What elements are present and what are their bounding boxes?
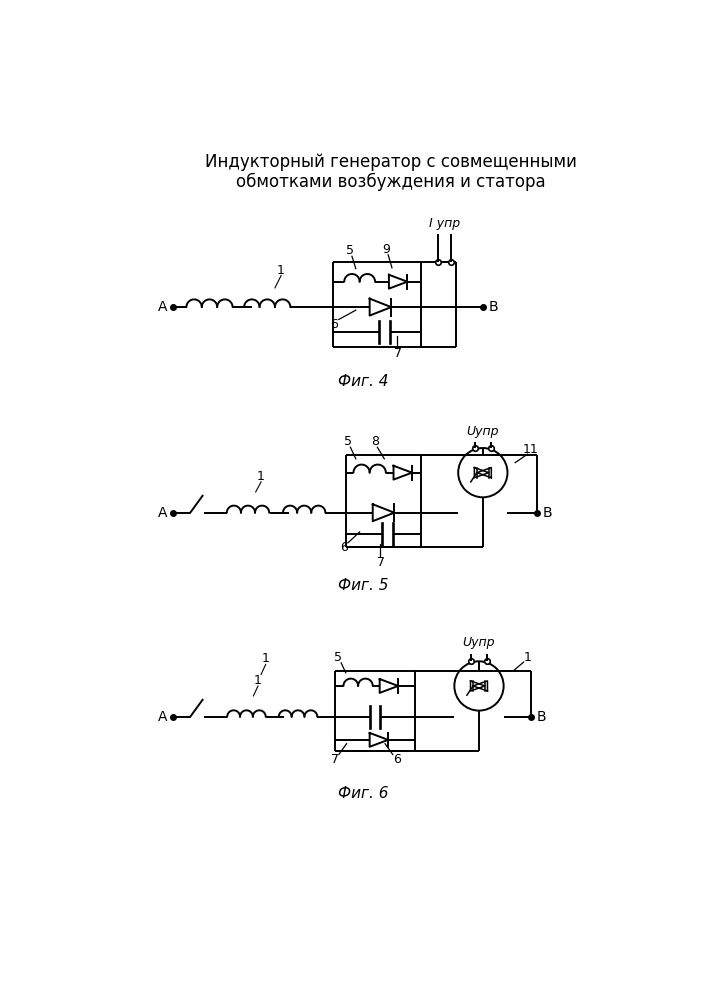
Text: 7: 7 (394, 347, 402, 360)
Text: Фиг. 5: Фиг. 5 (338, 578, 389, 593)
Text: В: В (537, 710, 547, 724)
Text: 9: 9 (382, 243, 390, 256)
Text: 5: 5 (346, 244, 354, 257)
Text: 1: 1 (277, 264, 285, 277)
Text: В: В (543, 506, 552, 520)
Text: 1: 1 (262, 652, 269, 666)
Text: I упр: I упр (428, 217, 460, 230)
Text: А: А (158, 710, 168, 724)
Text: 1: 1 (254, 674, 262, 687)
Text: 6: 6 (340, 541, 348, 554)
Text: 1: 1 (257, 470, 265, 483)
Text: Фиг. 6: Фиг. 6 (338, 786, 389, 801)
Text: Uупр: Uупр (463, 636, 495, 649)
Text: 7: 7 (331, 753, 339, 766)
Text: Uупр: Uупр (467, 425, 499, 438)
Text: 11: 11 (522, 443, 539, 456)
Text: 5: 5 (334, 651, 342, 664)
Text: 8: 8 (371, 435, 379, 448)
Text: 1: 1 (524, 651, 532, 664)
Text: В: В (489, 300, 498, 314)
Text: обмотками возбуждения и статора: обмотками возбуждения и статора (235, 172, 545, 191)
Text: Индукторный генератор с совмещенными: Индукторный генератор с совмещенными (204, 153, 576, 171)
Text: 7: 7 (378, 556, 385, 569)
Text: 6: 6 (392, 753, 401, 766)
Text: 5: 5 (344, 435, 352, 448)
Text: А: А (158, 506, 168, 520)
Text: Фиг. 4: Фиг. 4 (338, 374, 389, 389)
Text: А: А (158, 300, 168, 314)
Text: 6: 6 (330, 318, 338, 331)
